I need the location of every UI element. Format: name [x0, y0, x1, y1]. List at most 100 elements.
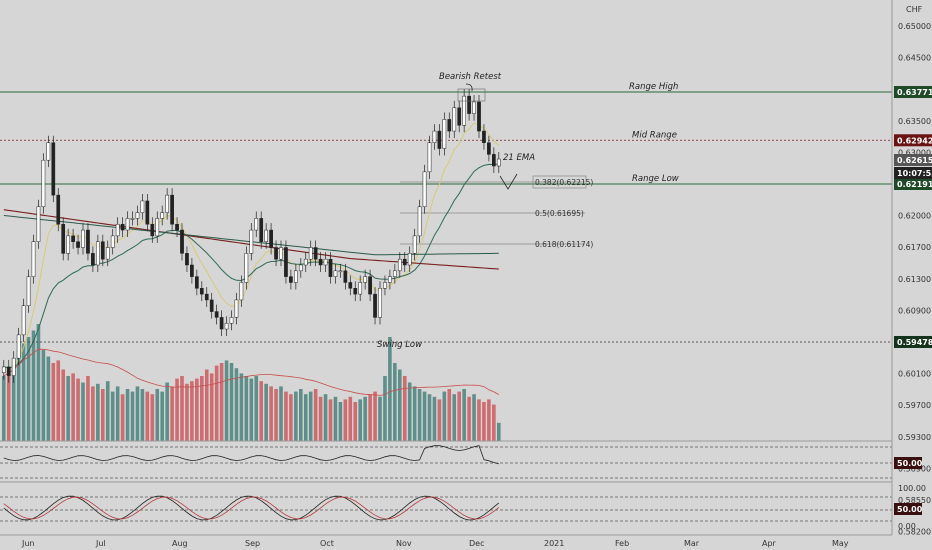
candle-body — [31, 241, 36, 277]
candle-body — [155, 218, 160, 237]
x-tick-label: May — [832, 539, 849, 548]
candle-body — [452, 107, 457, 132]
stoch-tag-label: 50.00 — [897, 505, 923, 514]
volume-bar — [120, 394, 125, 441]
candle-body — [234, 299, 239, 318]
candle-body — [308, 247, 313, 260]
volume-bar — [249, 378, 254, 441]
level-name: Range Low — [632, 174, 679, 184]
price-tag-bg — [894, 167, 932, 179]
candle-body — [140, 200, 145, 213]
volume-bar — [170, 386, 174, 441]
volume-bar — [200, 376, 204, 441]
volume-bar — [125, 389, 130, 441]
x-tick-label: Jul — [95, 539, 106, 548]
x-tick-label: Aug — [172, 539, 188, 548]
volume-bar — [31, 330, 36, 441]
candle-body — [110, 235, 115, 248]
volume-bar — [378, 396, 382, 441]
volume-bar — [36, 324, 41, 441]
candle-body — [427, 142, 432, 173]
candle-body — [96, 241, 100, 266]
volume-bar — [145, 391, 150, 441]
y-tick-label: 0.59300 — [898, 433, 931, 442]
fib-label: 0.5(0.61695) — [535, 209, 584, 218]
volume-bar — [294, 391, 298, 441]
candlesticks — [1, 89, 501, 383]
candle-body — [86, 229, 90, 254]
candle-body — [26, 276, 31, 307]
x-tick-label: Nov — [396, 539, 412, 548]
fib-label: 0.382(0.62215) — [535, 178, 593, 187]
volume-bar — [279, 386, 283, 441]
volume-bar — [497, 422, 501, 441]
candle-body — [422, 171, 427, 208]
candle-body — [328, 258, 333, 277]
y-tick-label: 0.58550 — [898, 496, 931, 505]
candle-body — [204, 293, 209, 301]
volume-bar — [393, 363, 397, 441]
volume-bar — [447, 389, 452, 441]
volume-bar — [76, 378, 80, 441]
candle-body — [289, 276, 293, 283]
volume-bar — [195, 378, 199, 441]
candle-body — [219, 317, 224, 330]
volume-bar — [452, 394, 457, 441]
volume-bar — [51, 363, 56, 441]
y-tick-label: 0.63500 — [898, 117, 931, 126]
volume-bar — [432, 396, 437, 441]
candle-body — [199, 288, 204, 295]
price-axis[interactable]: CHF0.650000.645000.640000.635000.630000.… — [891, 0, 932, 537]
candle-body — [373, 293, 377, 318]
stoch-tick-label: 0.00 — [898, 522, 916, 531]
volume-bar — [328, 399, 333, 441]
y-tick-label: 0.60900 — [898, 306, 931, 315]
annotation-text: Swing Low — [377, 340, 422, 350]
volume-bar — [333, 396, 338, 441]
volume-bar — [219, 363, 224, 441]
candle-body — [125, 218, 130, 231]
candle-body — [190, 264, 194, 277]
candle-body — [457, 107, 462, 126]
level-tag-label: 0.62942 — [897, 136, 932, 145]
volume-bar — [160, 391, 164, 441]
candle-body — [56, 194, 61, 225]
level-tag-bg — [894, 134, 932, 147]
volume-bar — [214, 365, 219, 441]
candle-body — [318, 258, 323, 266]
time-axis[interactable]: Jun Jul Aug Sep Oct Nov Dec 2021 Feb Mar Apr May — [21, 539, 849, 548]
candle-body — [407, 253, 412, 266]
candle-body — [333, 270, 338, 277]
candle-body — [397, 258, 402, 272]
volume-bar — [412, 386, 417, 441]
candle-body — [214, 311, 219, 318]
y-tick-label: 0.58200 — [898, 528, 931, 537]
candle-body — [46, 142, 51, 161]
candle-body — [175, 223, 179, 231]
candle-body — [298, 264, 303, 272]
volume-bar — [115, 386, 120, 441]
stoch-k-line — [3, 495, 500, 521]
volume-bar — [135, 386, 140, 441]
stoch-d-line — [3, 496, 500, 520]
candle-body — [383, 282, 387, 289]
level-name: Range High — [629, 82, 678, 92]
x-tick-label: Oct — [320, 539, 334, 548]
volume-bar — [140, 389, 145, 441]
volume-bar — [467, 396, 471, 441]
price-tag-label: 10:07:55 — [897, 169, 932, 178]
level-tag-bg — [894, 335, 932, 348]
volume-bar — [96, 383, 100, 441]
volume-bar — [284, 391, 288, 441]
volume-bar — [101, 389, 105, 441]
volume-bar — [41, 350, 46, 441]
candle-body — [195, 276, 199, 289]
candle-body — [145, 200, 150, 225]
candle-body — [165, 194, 170, 213]
volume-bar — [264, 383, 268, 441]
candle-body — [71, 235, 75, 242]
volume-bar — [209, 373, 214, 441]
y-tick-label: 0.59700 — [898, 401, 931, 410]
